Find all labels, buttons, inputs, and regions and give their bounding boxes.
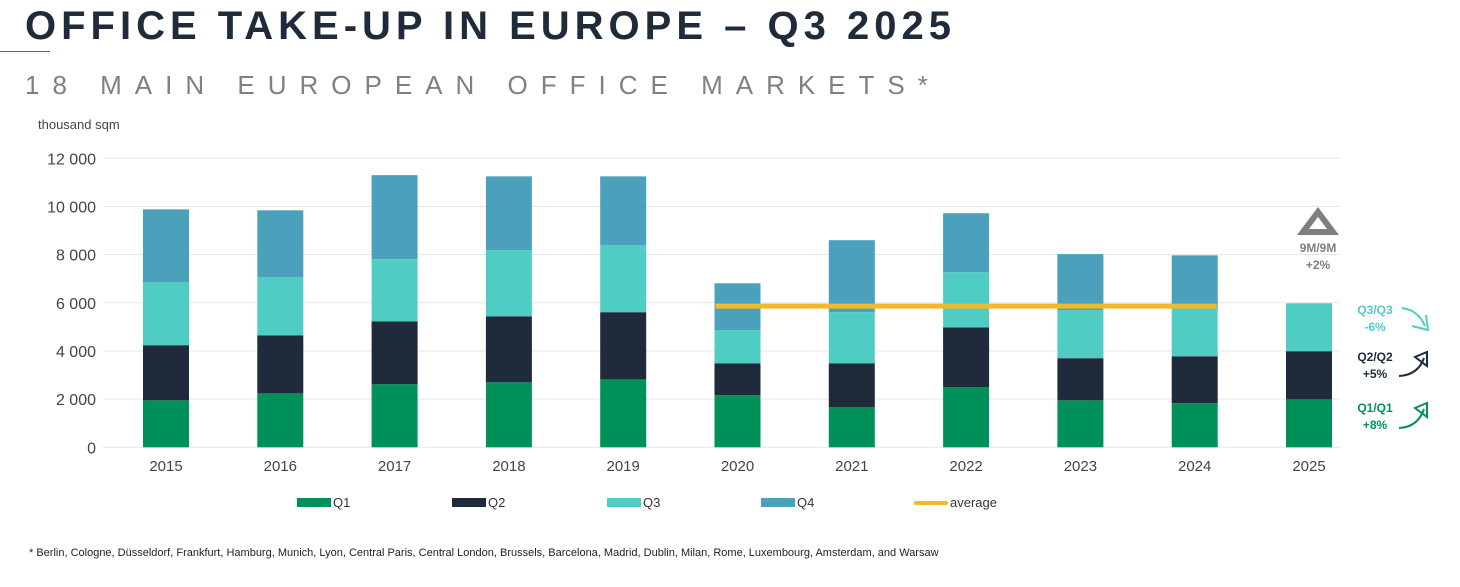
- legend-item-q4: Q4: [761, 495, 814, 510]
- x-tick-label: 2019: [607, 458, 640, 475]
- legend-label: Q2: [488, 495, 506, 510]
- legend-item-average: average: [914, 495, 997, 510]
- x-tick-label: 2023: [1064, 458, 1097, 475]
- arrow-down-right-icon: [1401, 307, 1430, 332]
- x-tick-label: 2015: [149, 458, 182, 475]
- bar-q2-2019: [600, 312, 647, 380]
- annotation-value: +2%: [1305, 258, 1331, 272]
- bar-q1-2019: [600, 379, 647, 448]
- legend-item-q2: Q2: [452, 495, 505, 510]
- annotation-label: 9M/9M: [1299, 241, 1337, 255]
- x-tick-label: 2020: [721, 458, 754, 475]
- y-tick-label: 0: [87, 440, 96, 457]
- bar-q2-2024: [1171, 356, 1218, 404]
- bar-q3-2023: [1057, 310, 1104, 359]
- x-tick-label: 2017: [378, 458, 411, 475]
- bar-q4-2017: [371, 175, 418, 260]
- legend-label: average: [950, 495, 997, 510]
- bar-q3-2022: [943, 272, 990, 328]
- bar-q2-2021: [828, 363, 875, 408]
- y-tick-label: 12 000: [47, 151, 96, 168]
- x-tick-label: 2022: [949, 458, 982, 475]
- bar-q3-2025: [1286, 303, 1332, 352]
- bar-q1-2018: [485, 382, 532, 448]
- bar-q2-2018: [485, 316, 532, 383]
- bar-q4-2019: [600, 176, 647, 246]
- annotation-label: Q3/Q3: [1357, 303, 1393, 317]
- bar-q4-2016: [257, 210, 304, 278]
- legend-swatch: [452, 498, 486, 507]
- y-tick-label: 4 000: [56, 344, 96, 361]
- bar-q2-2025: [1286, 351, 1332, 400]
- bar-q3-2024: [1171, 307, 1218, 357]
- y-tick-label: 6 000: [56, 296, 96, 313]
- legend: Q1 Q2 Q3 Q4 average: [0, 495, 1460, 515]
- bar-q2-2022: [943, 327, 990, 388]
- bar-q2-2016: [257, 335, 304, 394]
- bar-q3-2021: [828, 312, 875, 364]
- annotation-q2: Q2/Q2 +5%: [1350, 349, 1400, 383]
- annotation-label: Q1/Q1: [1357, 401, 1393, 415]
- bar-q1-2017: [371, 384, 418, 448]
- legend-label: Q4: [797, 495, 815, 510]
- annotation-value: +8%: [1362, 418, 1388, 432]
- bar-q4-2015: [143, 209, 189, 283]
- legend-swatch: [607, 498, 641, 507]
- bar-q3-2017: [371, 259, 418, 322]
- annotation-label: Q2/Q2: [1357, 350, 1393, 364]
- bar-q1-2022: [943, 387, 990, 448]
- y-tick-label: 10 000: [47, 199, 96, 216]
- bar-q1-2024: [1171, 403, 1218, 448]
- bar-q2-2020: [714, 363, 761, 396]
- legend-label: Q3: [643, 495, 661, 510]
- x-tick-label: 2018: [492, 458, 525, 475]
- y-tick-label: 2 000: [56, 392, 96, 409]
- y-tick-label: 8 000: [56, 248, 96, 265]
- annotation-9m: 9M/9M +2%: [1288, 240, 1348, 274]
- bar-q1-2015: [143, 400, 189, 448]
- bar-q1-2021: [828, 407, 875, 448]
- x-tick-label: 2016: [264, 458, 297, 475]
- bar-q4-2023: [1057, 254, 1104, 311]
- bar-q4-2022: [943, 213, 990, 273]
- bar-q1-2020: [714, 395, 761, 448]
- bar-q2-2023: [1057, 358, 1104, 401]
- page-subtitle: 18 MAIN EUROPEAN OFFICE MARKETS*: [25, 70, 941, 100]
- page-title: OFFICE TAKE-UP IN EUROPE – Q3 2025: [25, 4, 956, 48]
- bar-q4-2018: [485, 176, 532, 251]
- y-axis-label: thousand sqm: [38, 117, 120, 132]
- legend-swatch: [761, 498, 795, 507]
- bar-q2-2015: [143, 345, 189, 401]
- bar-q1-2016: [257, 393, 304, 448]
- bar-q2-2017: [371, 321, 418, 385]
- bar-q1-2023: [1057, 400, 1104, 448]
- legend-label: Q1: [333, 495, 351, 510]
- bar-q3-2018: [485, 250, 532, 317]
- x-tick-label: 2025: [1292, 458, 1325, 475]
- footnote: * Berlin, Cologne, Düsseldorf, Frankfurt…: [29, 547, 939, 559]
- title-divider: [0, 51, 50, 52]
- annotation-q1: Q1/Q1 +8%: [1350, 400, 1400, 434]
- bar-q1-2025: [1286, 399, 1332, 448]
- bar-q3-2016: [257, 277, 304, 336]
- annotation-value: -6%: [1364, 320, 1386, 334]
- arrow-up-right-icon: [1398, 401, 1428, 429]
- x-tick-label: 2021: [835, 458, 868, 475]
- bar-q4-2024: [1171, 255, 1218, 308]
- bar-q3-2019: [600, 245, 647, 313]
- bar-q4-2021: [828, 240, 875, 313]
- annotation-q3: Q3/Q3 -6%: [1350, 302, 1400, 336]
- bar-q3-2020: [714, 330, 761, 364]
- legend-swatch: [297, 498, 331, 507]
- bar-q3-2015: [143, 282, 189, 346]
- legend-swatch: [914, 500, 948, 505]
- legend-item-q1: Q1: [297, 495, 350, 510]
- legend-item-q3: Q3: [607, 495, 660, 510]
- annotation-value: +5%: [1362, 367, 1388, 381]
- arrow-up-right-icon: [1398, 350, 1428, 377]
- x-tick-label: 2024: [1178, 458, 1211, 475]
- triangle-up-icon: [1297, 207, 1339, 235]
